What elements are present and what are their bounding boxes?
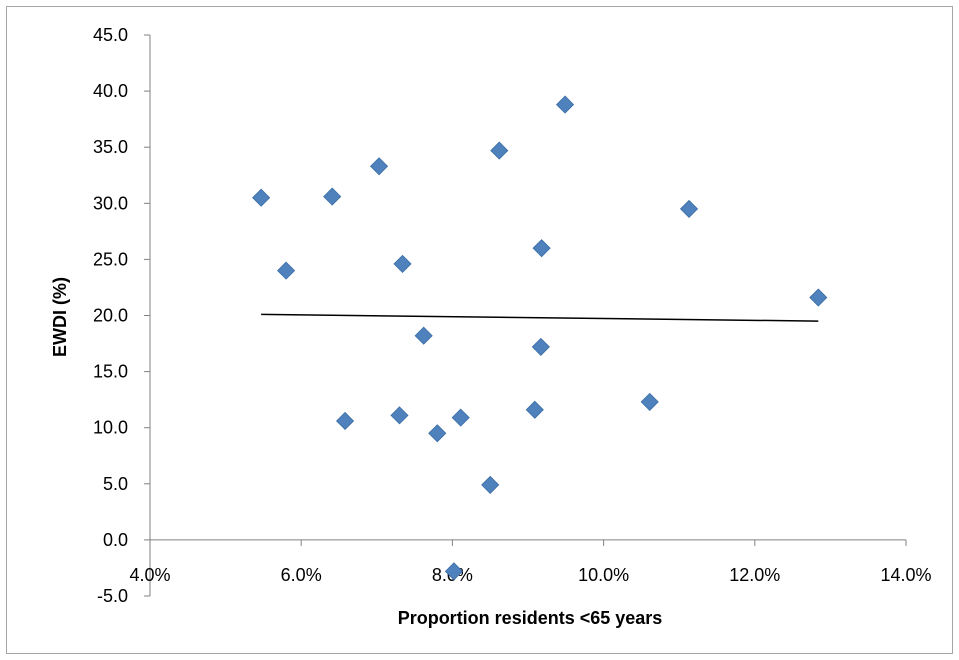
x-tick-label: 6.0%	[281, 565, 322, 585]
data-point	[809, 288, 828, 307]
chart-frame	[6, 6, 953, 654]
y-tick-label: 20.0	[93, 306, 128, 326]
y-tick-label: 25.0	[93, 249, 128, 269]
x-tick-label: 4.0%	[129, 565, 170, 585]
y-tick-label: 5.0	[103, 474, 128, 494]
data-point	[444, 562, 463, 581]
data-point	[531, 337, 550, 356]
data-point	[428, 424, 447, 443]
data-point	[370, 157, 389, 176]
y-axis: -5.0 0.0 5.0 10.0 15.0 20.0 25.0 30.0 35.0 40.0 45…	[93, 25, 151, 606]
y-tick-label: 10.0	[93, 418, 128, 438]
x-tick-label: 14.0%	[880, 565, 931, 585]
data-point	[451, 408, 470, 427]
x-axis: 4.0%6.0%8.0%10.0%12.0%14.0%	[129, 539, 932, 585]
y-tick-label: -5.0	[97, 586, 128, 606]
y-tick-label: 40.0	[93, 81, 128, 101]
data-point	[414, 326, 433, 345]
data-point	[532, 239, 551, 258]
data-point	[252, 188, 271, 207]
y-tick-label: 30.0	[93, 193, 128, 213]
x-tick-label: 12.0%	[729, 565, 780, 585]
trendline	[261, 313, 819, 322]
data-point	[640, 392, 659, 411]
data-point	[490, 141, 509, 160]
x-axis-title: Proportion residents <65 years	[398, 608, 663, 628]
data-point	[390, 406, 409, 425]
data-points	[252, 95, 828, 581]
y-tick-label: 15.0	[93, 362, 128, 382]
data-point	[335, 411, 355, 431]
x-tick-label: 10.0%	[578, 565, 629, 585]
y-tick-label: 0.0	[103, 530, 128, 550]
y-tick-label: 35.0	[93, 137, 128, 157]
data-point	[323, 187, 342, 206]
y-axis-title: EWDI (%)	[50, 277, 70, 357]
data-point	[525, 400, 544, 419]
data-point	[555, 95, 575, 114]
data-point	[277, 261, 296, 280]
data-point	[393, 254, 412, 273]
trendline-group	[261, 313, 819, 322]
y-tick-label: 45.0	[93, 25, 128, 45]
data-point	[481, 475, 500, 494]
data-point	[679, 199, 699, 218]
